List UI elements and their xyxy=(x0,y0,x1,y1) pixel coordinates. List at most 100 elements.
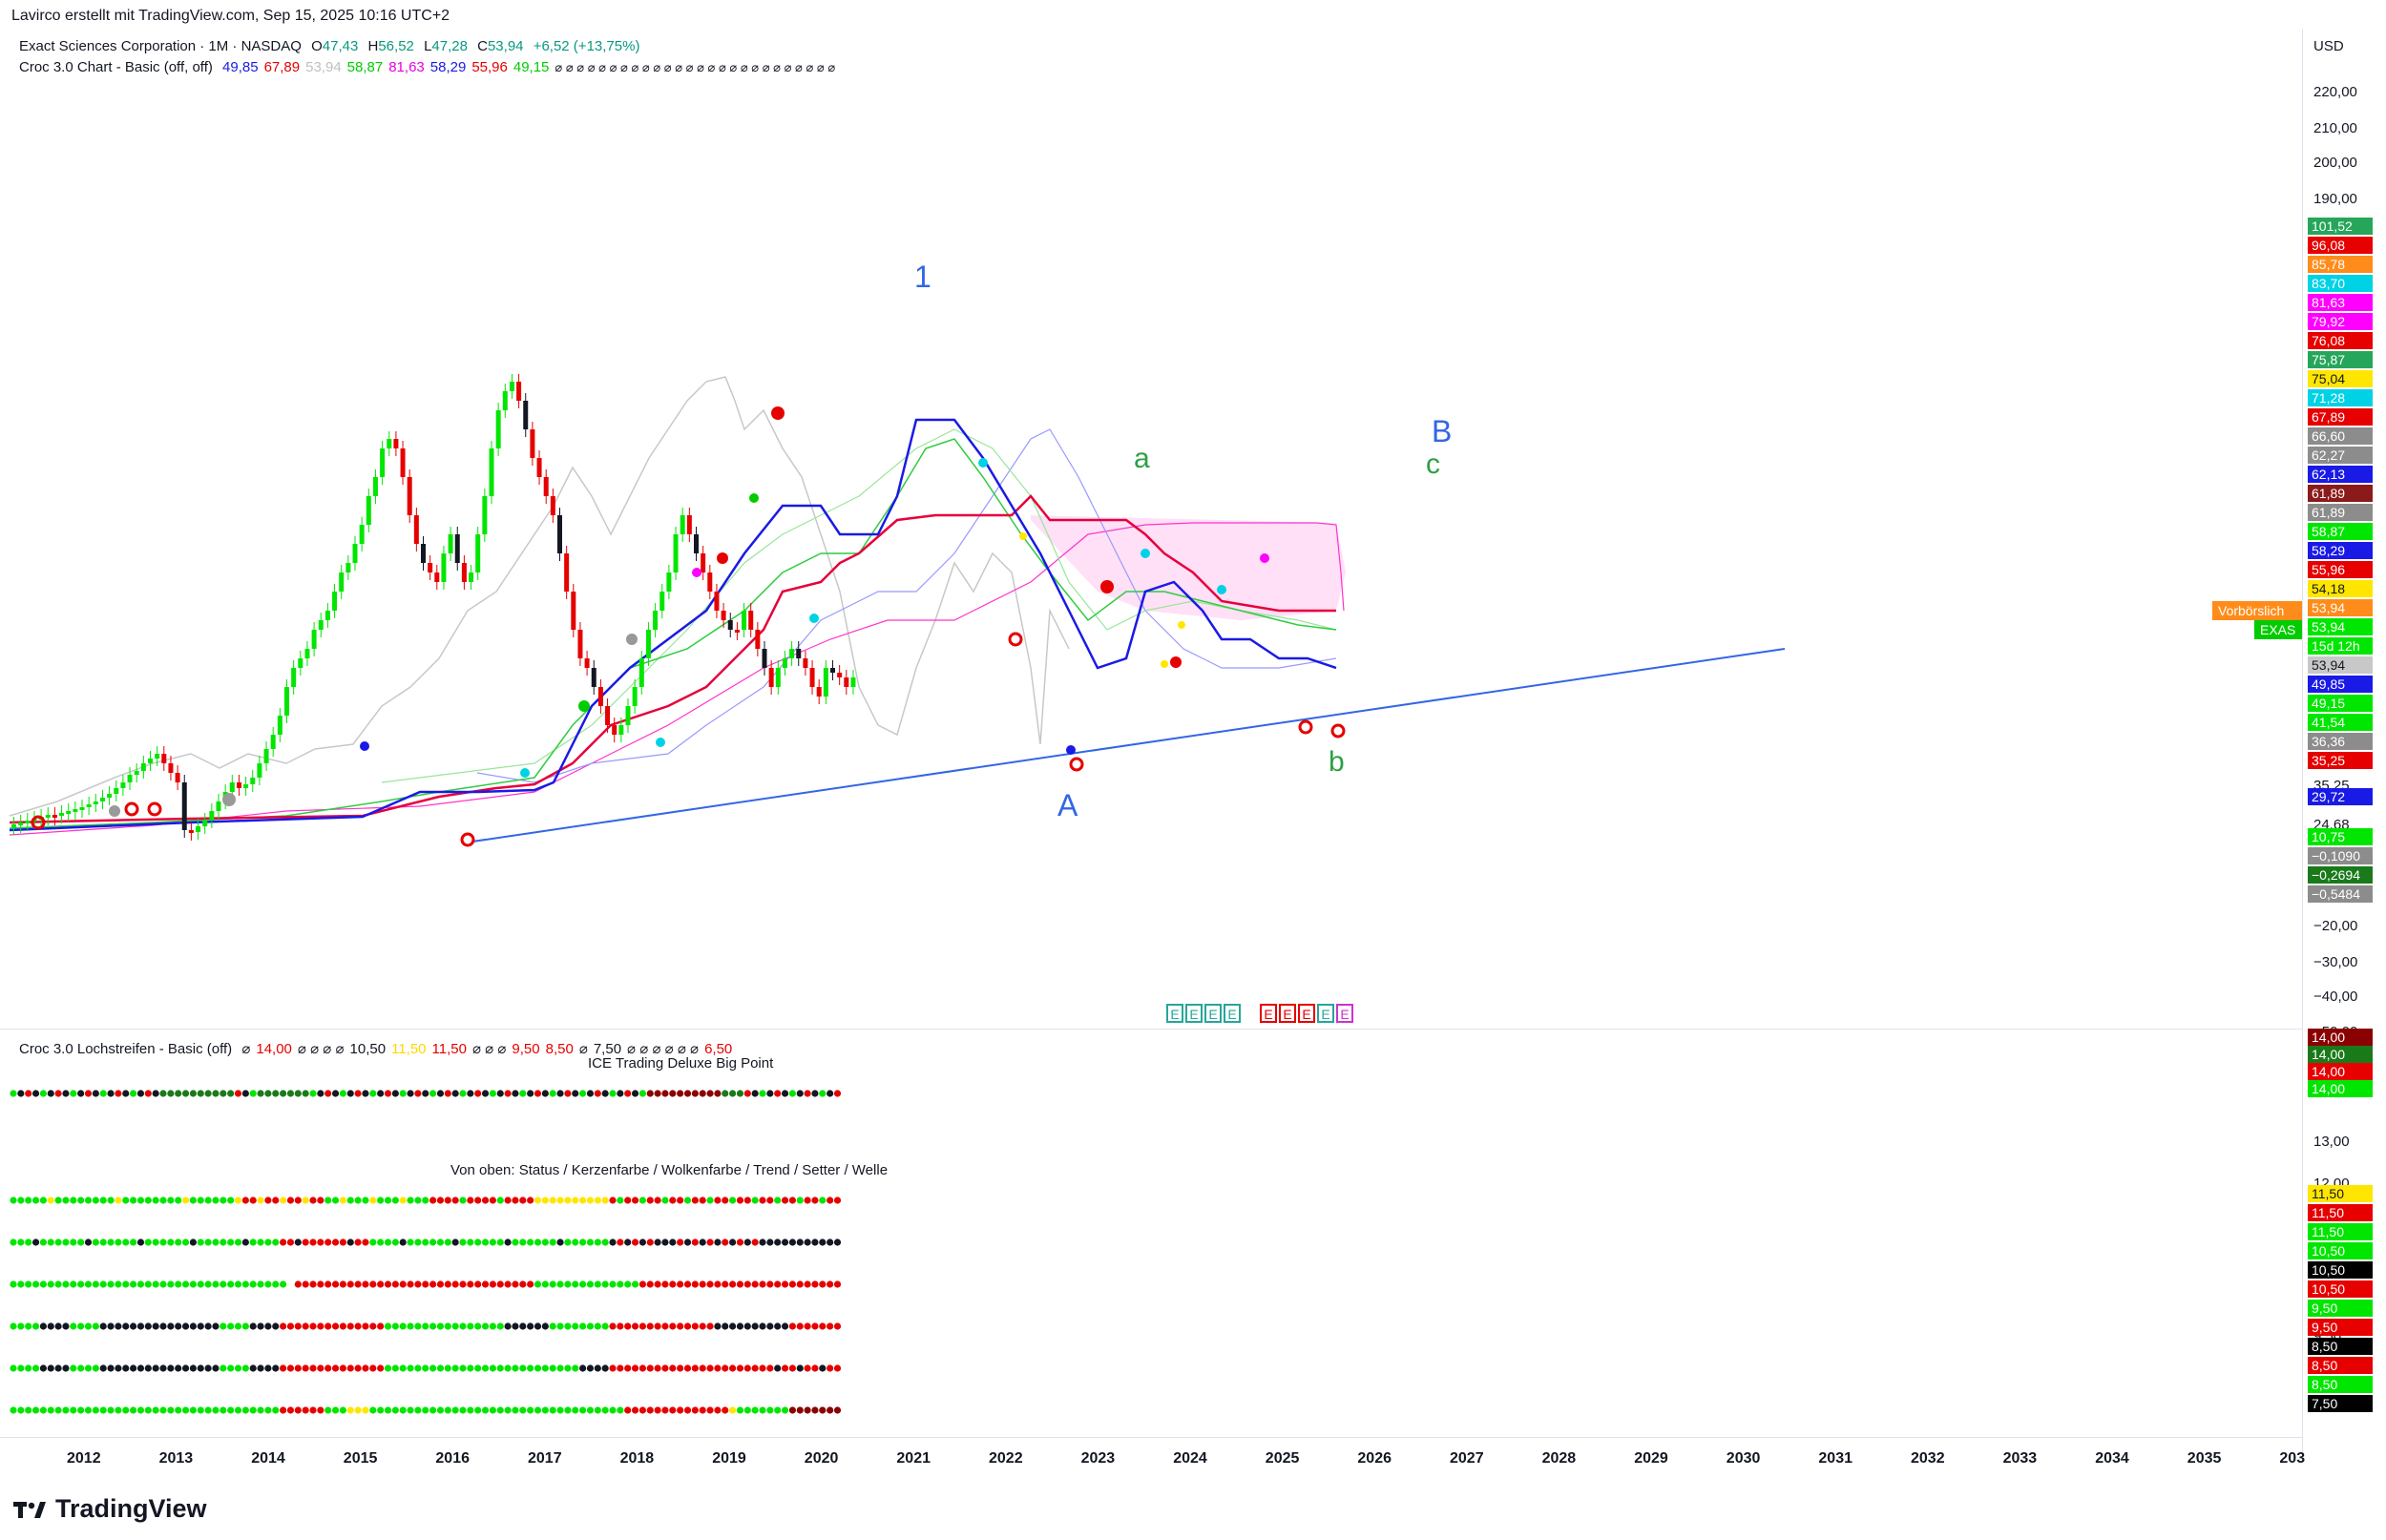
strip-dot xyxy=(451,1197,459,1204)
strip-dot xyxy=(62,1406,70,1414)
strip-dot xyxy=(10,1238,17,1246)
strip-dot xyxy=(751,1322,759,1330)
strip-dot xyxy=(601,1238,609,1246)
symbol-tag[interactable]: EXAS xyxy=(2254,620,2302,639)
year-label: 2024 xyxy=(1173,1450,1207,1467)
strip-dot xyxy=(144,1090,152,1097)
strip-dot xyxy=(384,1090,392,1097)
price-badge: 15d 12h xyxy=(2308,637,2373,655)
earnings-badge[interactable]: E xyxy=(1185,1004,1203,1023)
strip-dot xyxy=(362,1280,369,1288)
strip-dot xyxy=(17,1238,25,1246)
symbol-legend[interactable]: Exact Sciences Corporation · 1M · NASDAQ… xyxy=(19,38,645,54)
strip-dot xyxy=(346,1406,354,1414)
lochstreifen-legend-value: 6,50 xyxy=(704,1041,733,1057)
strip-dot xyxy=(212,1280,220,1288)
strip-dot xyxy=(317,1364,324,1372)
strip-dot xyxy=(17,1322,25,1330)
strip-dot xyxy=(99,1090,107,1097)
strip-dot xyxy=(197,1322,204,1330)
croc-chart-legend[interactable]: Croc 3.0 Chart - Basic (off, off) 49,85 6… xyxy=(19,59,841,75)
premarket-tag[interactable]: Vorbörslich xyxy=(2212,601,2302,620)
candle-body xyxy=(659,592,665,611)
symbol-name[interactable]: Exact Sciences Corporation · 1M · NASDAQ xyxy=(19,38,302,54)
strip-dot xyxy=(47,1364,54,1372)
strip-dot xyxy=(796,1090,804,1097)
price-chart[interactable] xyxy=(0,0,2302,1437)
price-axis[interactable] xyxy=(2302,29,2386,1460)
strip-dot xyxy=(107,1280,115,1288)
strip-dot xyxy=(714,1280,722,1288)
candle-body xyxy=(421,544,426,563)
candle-body xyxy=(277,716,283,735)
time-axis[interactable] xyxy=(0,1437,2302,1438)
earnings-badge[interactable]: E xyxy=(1204,1004,1222,1023)
strip-dot xyxy=(489,1406,497,1414)
earnings-badge[interactable]: E xyxy=(1224,1004,1241,1023)
strip-dot xyxy=(77,1238,85,1246)
earnings-badge[interactable]: E xyxy=(1298,1004,1315,1023)
strip-dot xyxy=(144,1364,152,1372)
strip-dot xyxy=(62,1197,70,1204)
price-badge: 7,50 xyxy=(2308,1395,2373,1412)
lochstreifen-name[interactable]: Croc 3.0 Lochstreifen - Basic (off) xyxy=(19,1041,233,1057)
strip-dot xyxy=(541,1197,549,1204)
strip-dot xyxy=(212,1197,220,1204)
strip-dot xyxy=(152,1090,159,1097)
tradingview-logo[interactable]: TradingView xyxy=(13,1494,207,1524)
strip-dot xyxy=(714,1090,722,1097)
strip-dot xyxy=(280,1406,287,1414)
strip-dot xyxy=(512,1406,519,1414)
strip-dot xyxy=(743,1238,751,1246)
currency-label[interactable]: USD xyxy=(2313,38,2344,54)
high-label: H xyxy=(367,38,379,54)
strip-dot xyxy=(736,1238,744,1246)
strip-dot xyxy=(617,1238,624,1246)
strip-dot xyxy=(414,1322,422,1330)
strip-dot xyxy=(534,1280,542,1288)
strip-dot xyxy=(489,1322,497,1330)
blue-line xyxy=(9,418,1337,832)
candle-body xyxy=(127,775,133,782)
earnings-badge[interactable]: E xyxy=(1336,1004,1353,1023)
strip-dot xyxy=(286,1322,295,1330)
lochstreifen-legend-value: 11,50 xyxy=(391,1041,427,1057)
lochstreifen-legend[interactable]: Croc 3.0 Lochstreifen - Basic (off) ⌀ 14,… xyxy=(19,1040,738,1057)
strip-dot xyxy=(189,1364,197,1372)
strip-dot xyxy=(631,1364,639,1372)
earnings-badge[interactable]: E xyxy=(1260,1004,1277,1023)
strip-dot xyxy=(638,1090,647,1097)
earnings-badge[interactable]: E xyxy=(1279,1004,1296,1023)
croc-chart-name[interactable]: Croc 3.0 Chart - Basic (off, off) xyxy=(19,59,213,75)
strip-dot xyxy=(234,1280,242,1288)
strip-dot xyxy=(384,1406,392,1414)
magenta-dot xyxy=(692,568,701,577)
price-badge: −0,1090 xyxy=(2308,847,2373,864)
candle-body xyxy=(372,477,378,496)
earnings-badge[interactable]: E xyxy=(1166,1004,1183,1023)
price-tick-label: 220,00 xyxy=(2313,84,2357,100)
strip-dot xyxy=(17,1280,25,1288)
candle-body xyxy=(734,630,740,633)
strip-dot xyxy=(122,1406,130,1414)
candle-body xyxy=(366,496,371,525)
strip-dot xyxy=(70,1406,77,1414)
strip-dot xyxy=(617,1197,624,1204)
strip-dot xyxy=(572,1090,579,1097)
strip-dot xyxy=(646,1238,654,1246)
strip-dot xyxy=(175,1364,182,1372)
strip-dot xyxy=(324,1406,332,1414)
strip-dot xyxy=(572,1197,579,1204)
strip-dot xyxy=(362,1090,369,1097)
strip-dot xyxy=(294,1090,302,1097)
pane-separator[interactable] xyxy=(0,1029,2302,1030)
strip-dot xyxy=(436,1197,445,1204)
strip-dot xyxy=(241,1280,249,1288)
earnings-badge[interactable]: E xyxy=(1317,1004,1334,1023)
strip-dot xyxy=(136,1406,145,1414)
year-label: 2012 xyxy=(67,1450,101,1467)
strip-dot xyxy=(796,1280,804,1288)
light-blue-line xyxy=(476,428,1337,783)
strip-dot xyxy=(391,1406,399,1414)
price-badge: −0,5484 xyxy=(2308,885,2373,903)
